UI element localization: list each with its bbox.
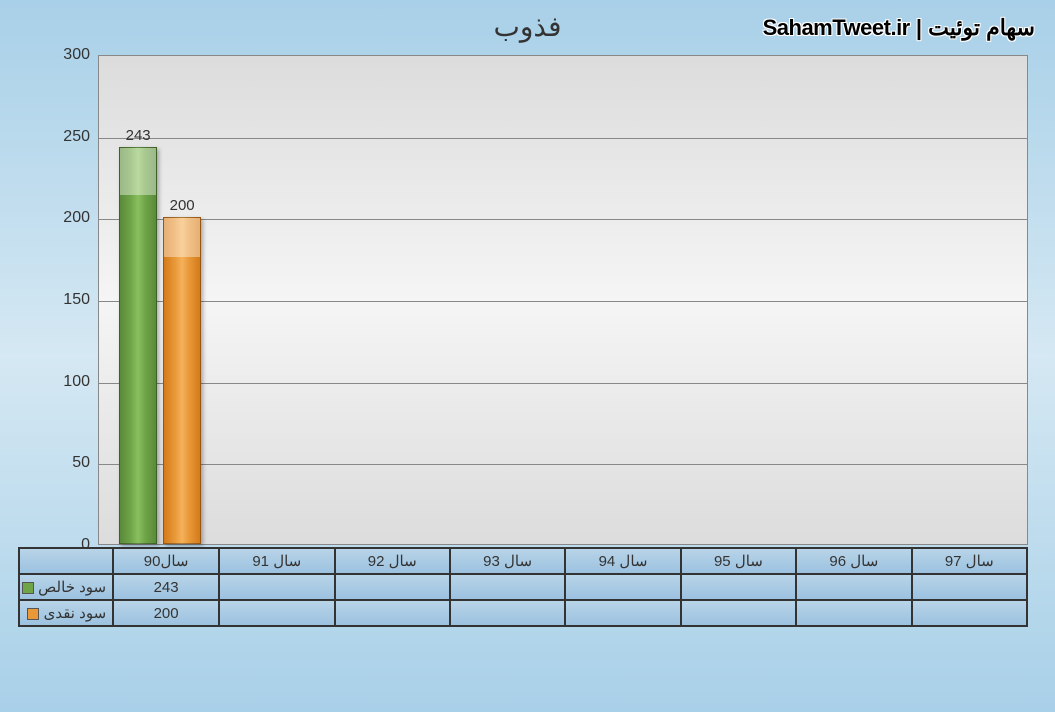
col-2: سال 92	[335, 548, 450, 574]
cell-0-4	[565, 574, 680, 600]
cell-1-4	[565, 600, 680, 626]
y-axis-label: 200	[40, 209, 90, 227]
cell-1-1	[219, 600, 334, 626]
cell-1-5	[681, 600, 796, 626]
chart-title: فذوب	[494, 10, 562, 43]
col-0: سال90	[113, 548, 219, 574]
data-table: سال90 سال 91 سال 92 سال 93 سال 94 سال 95…	[18, 547, 1028, 627]
cell-1-0: 200	[113, 600, 219, 626]
cell-0-7	[912, 574, 1027, 600]
y-axis-label: 250	[40, 128, 90, 146]
bar-سود نقدی: 200	[163, 217, 201, 544]
cell-1-2	[335, 600, 450, 626]
legend-label-0: سود خالص	[38, 579, 106, 596]
gridline	[99, 464, 1027, 465]
cell-0-5	[681, 574, 796, 600]
bar-value-label: 200	[170, 197, 195, 214]
cell-1-6	[796, 600, 911, 626]
bar-سود خالص: 243	[119, 147, 157, 544]
y-axis-label: 50	[40, 454, 90, 472]
swatch-orange-icon	[27, 608, 39, 620]
chart-plot-area: 243200	[98, 55, 1028, 545]
cell-0-3	[450, 574, 565, 600]
legend-net-profit: سود خالص	[19, 574, 113, 600]
gridline	[99, 138, 1027, 139]
legend-cash-profit: سود نقدی	[19, 600, 113, 626]
gridline	[99, 219, 1027, 220]
watermark-brand: سهام توئیت | SahamTweet.ir	[763, 15, 1035, 41]
gridline	[99, 301, 1027, 302]
table-row: سود نقدی 200	[19, 600, 1027, 626]
legend-label-1: سود نقدی	[44, 605, 107, 622]
table-header-row: سال90 سال 91 سال 92 سال 93 سال 94 سال 95…	[19, 548, 1027, 574]
cell-0-0: 243	[113, 574, 219, 600]
col-3: سال 93	[450, 548, 565, 574]
y-axis-label: 100	[40, 373, 90, 391]
cell-1-3	[450, 600, 565, 626]
col-6: سال 96	[796, 548, 911, 574]
cell-0-2	[335, 574, 450, 600]
col-1: سال 91	[219, 548, 334, 574]
swatch-green-icon	[22, 582, 34, 594]
cell-0-6	[796, 574, 911, 600]
bar-value-label: 243	[126, 127, 151, 144]
table-corner	[19, 548, 113, 574]
gridline	[99, 383, 1027, 384]
col-5: سال 95	[681, 548, 796, 574]
cell-0-1	[219, 574, 334, 600]
col-4: سال 94	[565, 548, 680, 574]
y-axis-label: 150	[40, 291, 90, 309]
table-row: سود خالص 243	[19, 574, 1027, 600]
y-axis-label: 300	[40, 46, 90, 64]
col-7: سال 97	[912, 548, 1027, 574]
cell-1-7	[912, 600, 1027, 626]
